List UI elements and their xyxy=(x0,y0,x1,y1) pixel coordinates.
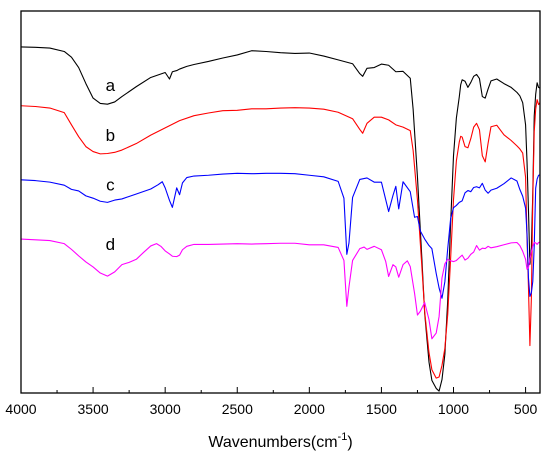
x-tick-label-2500: 2500 xyxy=(222,401,253,417)
x-tick-label-3500: 3500 xyxy=(78,401,109,417)
x-axis-title-superscript: -1 xyxy=(338,431,348,443)
curve-label-b: b xyxy=(106,126,115,145)
x-tick-label-4000: 4000 xyxy=(5,401,36,417)
x-axis-title-main: Wavenumbers(cm xyxy=(208,434,337,451)
series-line-c xyxy=(20,172,541,299)
x-tick-label-500: 500 xyxy=(514,401,538,417)
x-axis-title-close: ) xyxy=(347,434,352,451)
curve-labels: a b c d xyxy=(106,76,116,254)
series-line-b xyxy=(20,99,541,379)
series-line-a xyxy=(20,46,541,392)
curve-label-a: a xyxy=(106,76,116,95)
spectra-curves xyxy=(20,46,541,392)
x-tick-label-3000: 3000 xyxy=(150,401,181,417)
x-tick-label-1000: 1000 xyxy=(438,401,469,417)
x-tick-label-1500: 1500 xyxy=(366,401,397,417)
x-axis-tick-labels: 4000 3500 3000 2500 2000 1500 1000 500 xyxy=(5,401,537,417)
plot-frame xyxy=(20,10,541,394)
x-tick-label-2000: 2000 xyxy=(294,401,325,417)
x-axis-title: Wavenumbers(cm-1) xyxy=(208,431,352,451)
x-axis-ticks xyxy=(20,387,527,393)
curve-label-c: c xyxy=(106,176,115,195)
curve-label-d: d xyxy=(106,235,115,254)
series-line-d xyxy=(20,238,541,340)
